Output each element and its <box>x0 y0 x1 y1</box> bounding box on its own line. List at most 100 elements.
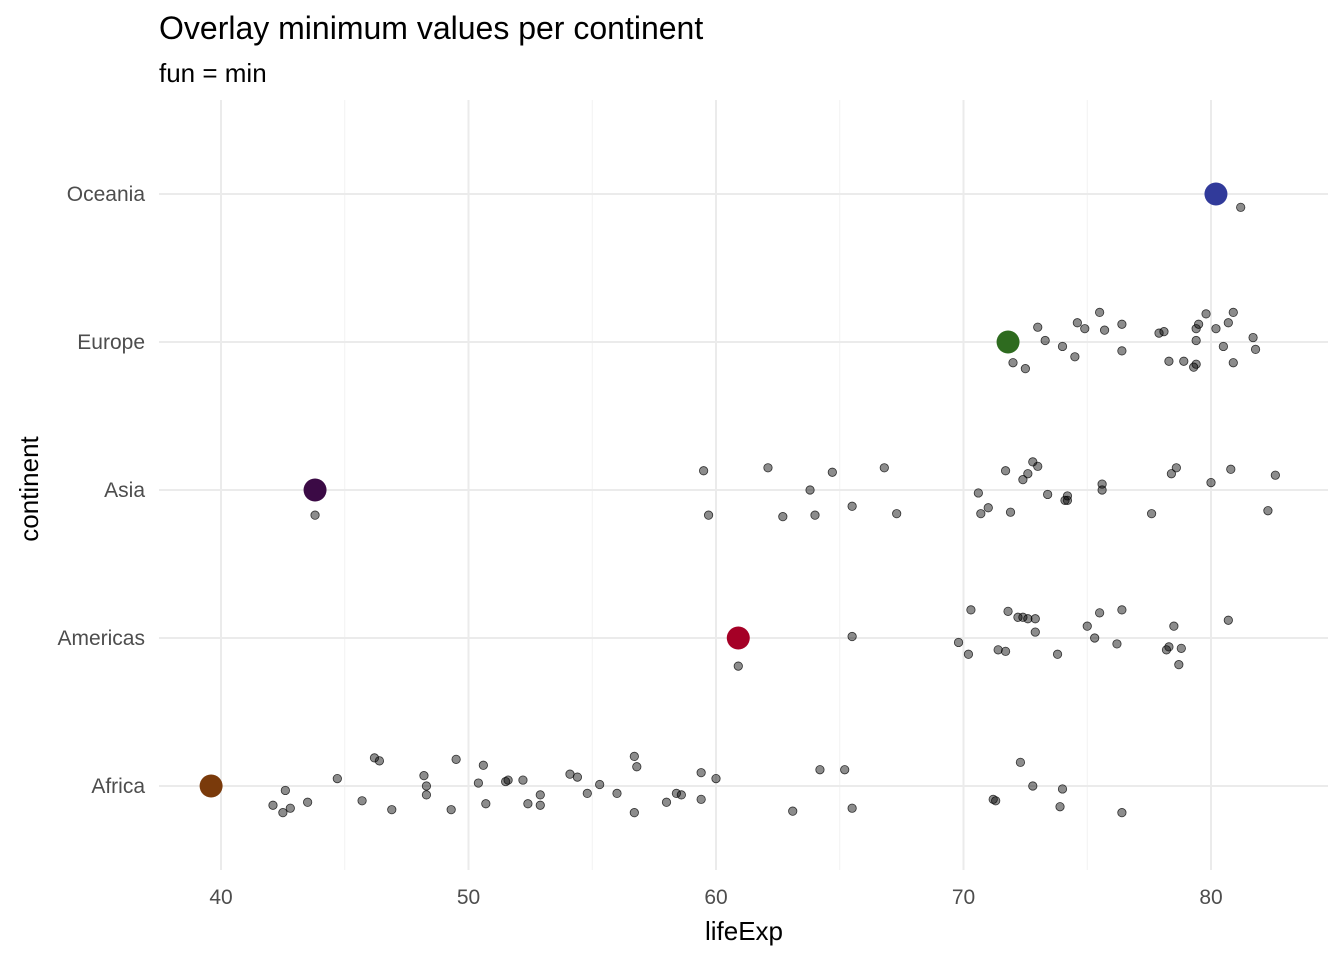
data-point <box>892 509 902 519</box>
data-point <box>1008 358 1018 368</box>
data-point <box>1043 489 1053 500</box>
data-point <box>303 797 313 807</box>
data-point <box>1023 614 1033 624</box>
data-point <box>1206 477 1216 488</box>
data-point <box>478 760 488 770</box>
data-point <box>1000 466 1011 476</box>
data-point <box>1223 615 1233 625</box>
data-point <box>374 756 384 766</box>
data-point <box>976 509 986 519</box>
data-point <box>268 800 278 810</box>
data-point <box>473 778 483 788</box>
data-point <box>879 463 889 473</box>
data-point <box>1060 495 1070 505</box>
data-point <box>1189 362 1199 372</box>
x-tick-label: 80 <box>1199 886 1222 909</box>
data-point <box>1020 364 1030 374</box>
data-point <box>966 605 976 615</box>
data-point <box>1080 324 1090 334</box>
summary-min-point <box>1204 182 1228 206</box>
data-point <box>1263 506 1273 516</box>
data-point <box>1201 309 1211 319</box>
data-point <box>1095 307 1105 317</box>
data-point <box>1169 621 1179 631</box>
data-point <box>711 773 721 784</box>
data-point <box>778 512 788 522</box>
data-point <box>788 806 798 816</box>
data-point <box>805 485 815 495</box>
data-point <box>847 631 857 642</box>
data-point <box>310 510 320 520</box>
data-point <box>661 797 672 807</box>
data-point <box>733 661 743 671</box>
y-axis-title: continent <box>14 435 44 541</box>
data-point <box>518 775 528 785</box>
data-point <box>1000 646 1011 656</box>
data-point <box>676 790 686 800</box>
data-point <box>988 794 998 804</box>
x-tick-label: 70 <box>952 886 975 909</box>
summary-min-point <box>996 330 1020 354</box>
x-tick-label: 60 <box>704 886 727 909</box>
x-tick-label: 40 <box>209 886 232 909</box>
data-point <box>1164 642 1174 652</box>
data-point <box>1057 784 1068 794</box>
data-point <box>1082 621 1092 631</box>
data-point <box>1003 606 1013 616</box>
data-point <box>827 467 837 477</box>
data-point <box>696 794 706 804</box>
data-point <box>1176 643 1186 653</box>
data-point <box>632 762 642 772</box>
chart-title: Overlay minimum values per continent <box>159 10 704 46</box>
data-point <box>1211 324 1221 334</box>
data-point <box>1194 319 1204 329</box>
y-tick-label: Americas <box>57 627 145 650</box>
data-point <box>1218 341 1228 352</box>
data-point <box>1147 509 1157 519</box>
data-point <box>1030 614 1040 624</box>
data-point <box>1171 463 1181 473</box>
y-tick-label: Europe <box>77 331 145 354</box>
data-point <box>369 753 380 763</box>
data-point <box>703 510 714 520</box>
data-point <box>1033 461 1043 471</box>
data-point <box>1099 325 1110 335</box>
data-point <box>699 466 709 476</box>
y-tick-label: Africa <box>91 775 145 798</box>
data-point <box>387 805 397 815</box>
data-point <box>1161 645 1172 655</box>
data-point <box>983 503 993 513</box>
data-point <box>696 768 706 778</box>
data-point <box>285 803 295 813</box>
data-point <box>1117 319 1127 329</box>
data-point <box>1164 356 1174 366</box>
y-tick-label: Oceania <box>67 183 146 206</box>
data-point <box>993 645 1003 655</box>
data-point <box>815 765 825 775</box>
x-tick-label: 50 <box>457 886 480 909</box>
data-point <box>1072 318 1082 328</box>
data-point <box>612 788 622 799</box>
summary-min-point <box>726 626 750 650</box>
y-tick-label: Asia <box>104 479 145 502</box>
data-point <box>810 510 820 520</box>
data-point <box>332 773 342 784</box>
data-point <box>280 785 290 796</box>
data-point <box>1236 202 1246 212</box>
data-point <box>1095 608 1105 618</box>
data-point <box>847 501 857 511</box>
summary-layer <box>199 182 1228 798</box>
data-point <box>1018 475 1028 485</box>
data-point <box>1015 757 1026 767</box>
data-point <box>1040 335 1050 346</box>
data-point <box>763 463 773 473</box>
summary-min-point <box>303 478 327 502</box>
data-point <box>572 772 583 782</box>
data-point <box>1070 352 1080 362</box>
data-point <box>1052 649 1063 659</box>
data-point <box>419 771 429 781</box>
data-point <box>1013 612 1023 622</box>
data-point <box>1030 627 1040 637</box>
x-axis-title: lifeExp <box>705 916 783 946</box>
